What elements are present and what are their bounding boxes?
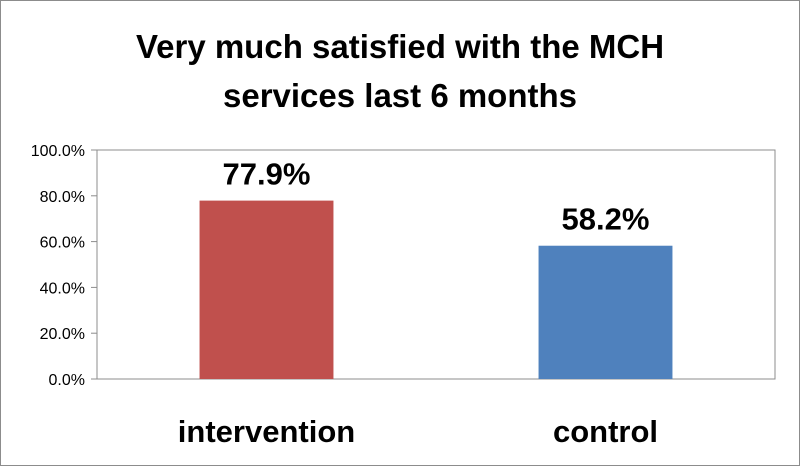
plot-area-border [96, 149, 776, 380]
y-tick-label: 20.0% [40, 326, 85, 343]
chart-title-line-2: services last 6 months [223, 77, 577, 114]
bar-control [538, 245, 673, 379]
data-label: 58.2% [562, 202, 650, 237]
x-category-label: intervention [178, 414, 355, 449]
y-tick-label: 60.0% [40, 235, 85, 252]
x-category-label: control [553, 414, 658, 449]
y-tick-label: 100.0% [31, 143, 85, 160]
data-label: 77.9% [223, 157, 311, 192]
plot-area: 0.0% 20.0% 40.0% 60.0% 80.0% 100.0% 77.9% inter… [31, 143, 776, 449]
y-tick-label: 80.0% [40, 189, 85, 206]
chart-title-line-1: Very much satisfied with the MCH [136, 28, 664, 65]
y-tick-label: 40.0% [40, 280, 85, 297]
bar-intervention [199, 200, 334, 379]
y-tick-label: 0.0% [49, 372, 85, 389]
